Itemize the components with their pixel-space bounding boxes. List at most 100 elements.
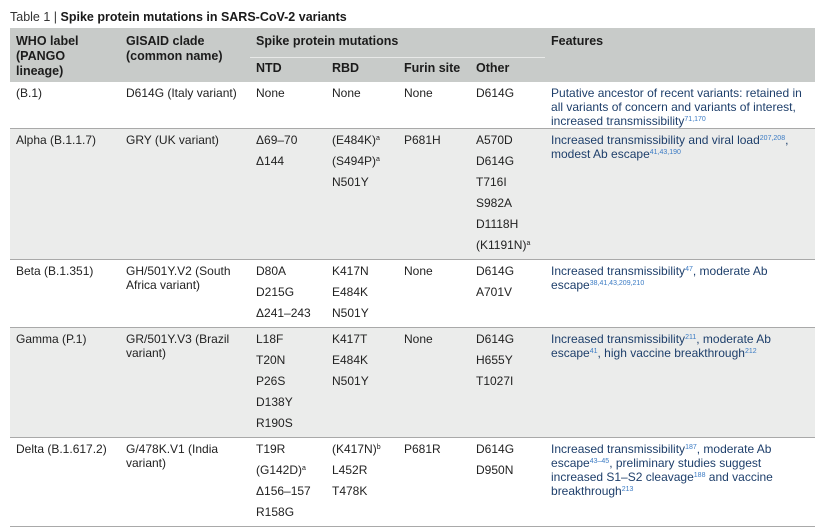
table-caption: Table 1 | Spike protein mutations in SAR… [10,9,347,25]
mutation-text: None [404,332,433,346]
mutation: D1118H [476,217,539,238]
mutation: L452R [332,463,392,484]
cell-furin-site: P681R [398,437,470,527]
mutation-text: K417N [332,264,369,278]
mutation: Δ69–70 [256,133,320,154]
mutation: T19R [256,442,320,463]
reference-link[interactable]: 38,41,43,209,210 [589,280,645,287]
mutation: R158G [256,505,320,526]
feature-text: Increased transmissibility [551,442,686,456]
mutation-text: T19R [256,442,286,456]
table-row: (B.1) D614G (Italy variant) None None None D6… [10,82,816,129]
mutation-text: E484K [332,353,369,367]
footnote-marker: a [376,135,380,142]
cell-other: D614G [470,82,546,129]
reference-link[interactable]: 41 [589,348,598,355]
reference-link[interactable]: 47 [685,266,693,273]
mutation-text: Δ241–243 [256,306,311,320]
footnote-marker: a [376,156,380,163]
mutation-text: (K417N) [332,442,377,456]
mutation: Δ144 [256,154,320,175]
header-spike-mutations: Spike protein mutations [250,28,546,58]
footnote-marker: a [302,465,306,472]
mutation: D614G [476,442,539,463]
feature-text: Increased transmissibility [551,264,686,278]
cell-features: Increased transmissibility and viral loa… [545,128,816,260]
reference-link[interactable]: 211 [685,334,697,341]
cell-other: D614G H655Y T1027I [470,327,546,438]
mutation-text: None [404,86,433,100]
feature-text: , modest Ab escape [551,133,789,161]
cell-other: D614G A701V [470,259,546,328]
reference-link[interactable]: 212 [744,348,757,355]
cell-ntd: D80A D215G Δ241–243 [250,259,326,328]
mutation: T20N [256,353,320,374]
mutation-text: N501Y [332,175,369,189]
mutation: E484K [332,285,392,306]
reference-link[interactable]: 207,208 [759,135,786,142]
mutation-text: D215G [256,285,295,299]
table-label: Table 1 | [10,10,61,24]
mutation: K417T [332,332,392,353]
mutation: A570D [476,133,539,154]
mutation: E484K [332,353,392,374]
reference-link[interactable]: 188 [693,472,706,479]
mutation-text: P681H [404,133,441,147]
mutation: T1027I [476,374,539,395]
mutation-text: P681R [404,442,441,456]
mutation: S982A [476,196,539,217]
mutation-text: K417T [332,332,368,346]
mutation-text: D614G [476,332,515,346]
mutation-text: (G142D) [256,463,303,477]
cell-rbd: None [326,82,398,129]
mutation-text: Δ69–70 [256,133,298,147]
cell-other: D614G D950N [470,437,546,527]
cell-features: Increased transmissibility211, moderate … [545,327,816,438]
reference-link[interactable]: 187 [685,444,697,451]
mutation-text: T716I [476,175,507,189]
cell-who-label: Gamma (P.1) [10,327,120,438]
mutation: Δ241–243 [256,306,320,327]
mutation-text: D614G [476,86,515,100]
mutation: N501Y [332,306,392,327]
cell-rbd: K417N E484K N501Y [326,259,398,328]
cell-ntd: L18F T20N P26S D138Y R190S [250,327,326,438]
mutation: Δ156–157 [256,484,320,505]
mutation: D138Y [256,395,320,416]
cell-who-label: Beta (B.1.351) [10,259,120,328]
mutation-text: D614G [476,442,515,456]
table-row: Alpha (B.1.1.7) GRY (UK variant) Δ69–70 Δ14… [10,128,816,260]
cell-furin-site: None [398,327,470,438]
reference-link[interactable]: 43–45 [589,458,610,465]
cell-furin-site: None [398,82,470,129]
mutation-text: R158G [256,505,295,519]
mutation: (G142D)a [256,463,320,484]
table-row: Delta (B.1.617.2) G/478K.V1 (India varian… [10,437,816,527]
reference-link[interactable]: 41,43,190 [649,149,681,156]
cell-rbd: K417T E484K N501Y [326,327,398,438]
mutation: N501Y [332,374,392,395]
subheader-other: Other [470,56,546,82]
cell-gisaid-clade: G/478K.V1 (India variant) [120,437,250,527]
mutation-text: D614G [476,264,515,278]
mutation-text: None [256,86,285,100]
mutation: D950N [476,463,539,484]
mutation-text: S982A [476,196,513,210]
reference-link[interactable]: 213 [621,486,634,493]
feature-text: , preliminary studies suggest increased … [551,456,762,484]
mutation: A701V [476,285,539,306]
mutation-text: N501Y [332,374,369,388]
reference-link[interactable]: 71,170 [684,116,706,123]
mutation: D614G [476,154,539,175]
mutation-text: None [332,86,361,100]
mutation: None [404,264,464,285]
mutation-text: L18F [256,332,284,346]
subheader-furin-site: Furin site [398,56,470,82]
cell-gisaid-clade: GRY (UK variant) [120,128,250,260]
mutation-text: (K1191N) [476,238,527,252]
feature-text: Increased transmissibility [551,332,686,346]
mutation-text: T1027I [476,374,514,388]
header-row: WHO label (PANGO lineage) GISAID clade (… [10,28,816,82]
mutation: D80A [256,264,320,285]
mutation: (K417N)b [332,442,392,463]
